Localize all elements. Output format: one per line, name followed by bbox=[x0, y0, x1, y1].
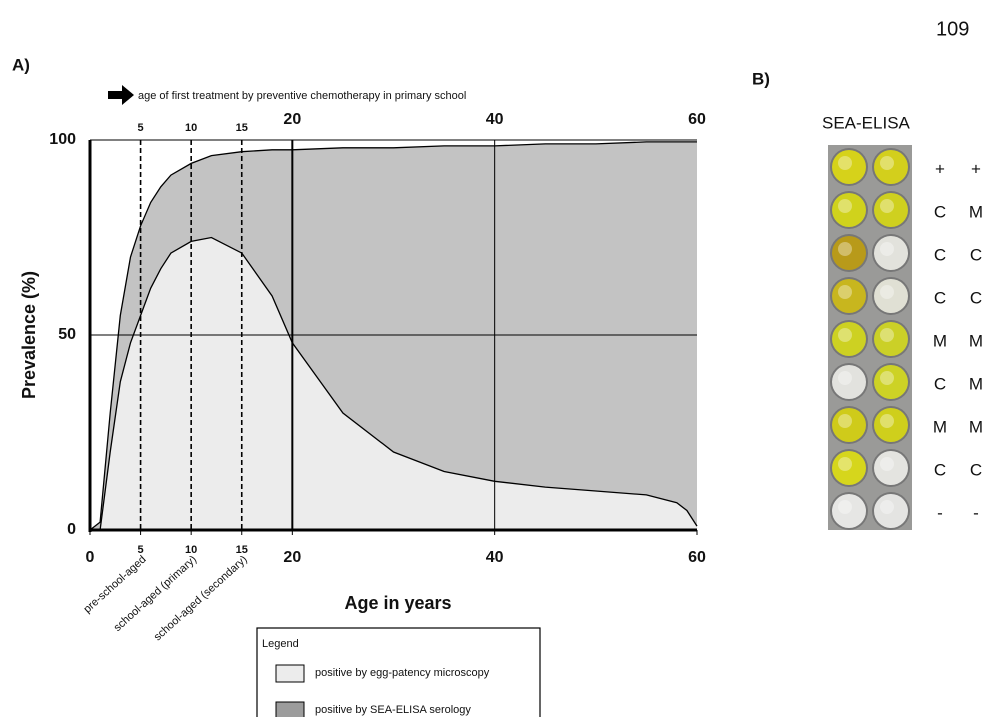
well-label: M bbox=[969, 331, 983, 350]
well-highlight bbox=[880, 156, 894, 170]
well-highlight bbox=[880, 199, 894, 213]
area-outline bbox=[89, 141, 697, 531]
top-tick-label: 5 bbox=[138, 122, 144, 134]
y-axis-label: Prevalence (%) bbox=[19, 271, 39, 399]
well-highlight bbox=[880, 371, 894, 385]
y-tick-label: 0 bbox=[67, 521, 76, 538]
well-label: M bbox=[969, 202, 983, 221]
panel-label: A) bbox=[12, 55, 30, 74]
well-highlight bbox=[880, 285, 894, 299]
well-label: M bbox=[933, 331, 947, 350]
well-highlight bbox=[838, 500, 852, 514]
y-tick-label: 100 bbox=[49, 131, 76, 148]
well-highlight bbox=[880, 242, 894, 256]
well bbox=[832, 279, 866, 313]
well-label: - bbox=[973, 503, 979, 522]
area-outline bbox=[90, 236, 698, 531]
x-tick-label: 0 bbox=[86, 549, 95, 566]
well-highlight bbox=[880, 414, 894, 428]
top-tick-label: 40 bbox=[486, 111, 504, 128]
well bbox=[874, 408, 908, 442]
top-tick-label: 10 bbox=[185, 122, 197, 134]
panel-label: B) bbox=[752, 69, 770, 88]
legend-label: positive by SEA-ELISA serology bbox=[315, 704, 471, 716]
well-highlight bbox=[838, 199, 852, 213]
top-tick-label: 20 bbox=[283, 111, 301, 128]
x-tick-label: 40 bbox=[486, 549, 504, 566]
x-tick-label: 60 bbox=[688, 549, 706, 566]
well-highlight bbox=[880, 457, 894, 471]
age-group-label: school-aged (secondary) bbox=[152, 553, 250, 643]
plate-title: SEA-ELISA bbox=[822, 113, 911, 132]
well-highlight bbox=[838, 242, 852, 256]
well-label: C bbox=[934, 245, 946, 264]
x-axis-label: Age in years bbox=[344, 593, 451, 613]
legend: Legend positive by egg-patency microscop… bbox=[256, 627, 541, 717]
well bbox=[832, 365, 866, 399]
well-highlight bbox=[880, 328, 894, 342]
well-label: - bbox=[937, 503, 943, 522]
x-tick-label: 5 bbox=[138, 544, 144, 556]
legend-swatch bbox=[275, 701, 305, 717]
well bbox=[832, 236, 866, 270]
x-tick-label: 10 bbox=[185, 544, 197, 556]
well bbox=[874, 494, 908, 528]
well-label: C bbox=[934, 288, 946, 307]
well-highlight bbox=[838, 414, 852, 428]
legend-title: Legend bbox=[262, 638, 299, 650]
well bbox=[832, 150, 866, 184]
well-label: M bbox=[969, 374, 983, 393]
well bbox=[832, 193, 866, 227]
y-tick-label: 50 bbox=[58, 326, 76, 343]
well-label: C bbox=[934, 202, 946, 221]
well bbox=[874, 322, 908, 356]
well bbox=[874, 150, 908, 184]
well-highlight bbox=[838, 156, 852, 170]
well-label: + bbox=[935, 159, 945, 178]
well bbox=[832, 494, 866, 528]
page-number: 109 bbox=[936, 18, 969, 40]
top-tick-label: 60 bbox=[688, 111, 706, 128]
well-label: M bbox=[933, 417, 947, 436]
well bbox=[832, 322, 866, 356]
well bbox=[832, 451, 866, 485]
legend-swatch bbox=[275, 664, 305, 683]
well-highlight bbox=[880, 500, 894, 514]
well-highlight bbox=[838, 457, 852, 471]
well-highlight bbox=[838, 328, 852, 342]
well-label: C bbox=[970, 245, 982, 264]
well bbox=[832, 408, 866, 442]
well-label: C bbox=[934, 460, 946, 479]
well bbox=[874, 236, 908, 270]
well-highlight bbox=[838, 285, 852, 299]
well-label: + bbox=[971, 159, 981, 178]
legend-label: positive by egg-patency microscopy bbox=[315, 667, 490, 679]
top-tick-label: 15 bbox=[236, 122, 248, 134]
plot-area bbox=[89, 141, 698, 531]
well bbox=[874, 279, 908, 313]
well bbox=[874, 451, 908, 485]
well-label: M bbox=[969, 417, 983, 436]
well-highlight bbox=[838, 371, 852, 385]
well bbox=[874, 365, 908, 399]
x-tick-label: 15 bbox=[236, 544, 248, 556]
x-tick-label: 20 bbox=[283, 549, 301, 566]
annotation: age of first treatment by preventive che… bbox=[138, 90, 466, 102]
well-label: C bbox=[970, 460, 982, 479]
well-label: C bbox=[970, 288, 982, 307]
age-group-label: school-aged (primary) bbox=[112, 553, 200, 634]
well-label: C bbox=[934, 374, 946, 393]
well bbox=[874, 193, 908, 227]
arrow-icon bbox=[108, 85, 134, 105]
